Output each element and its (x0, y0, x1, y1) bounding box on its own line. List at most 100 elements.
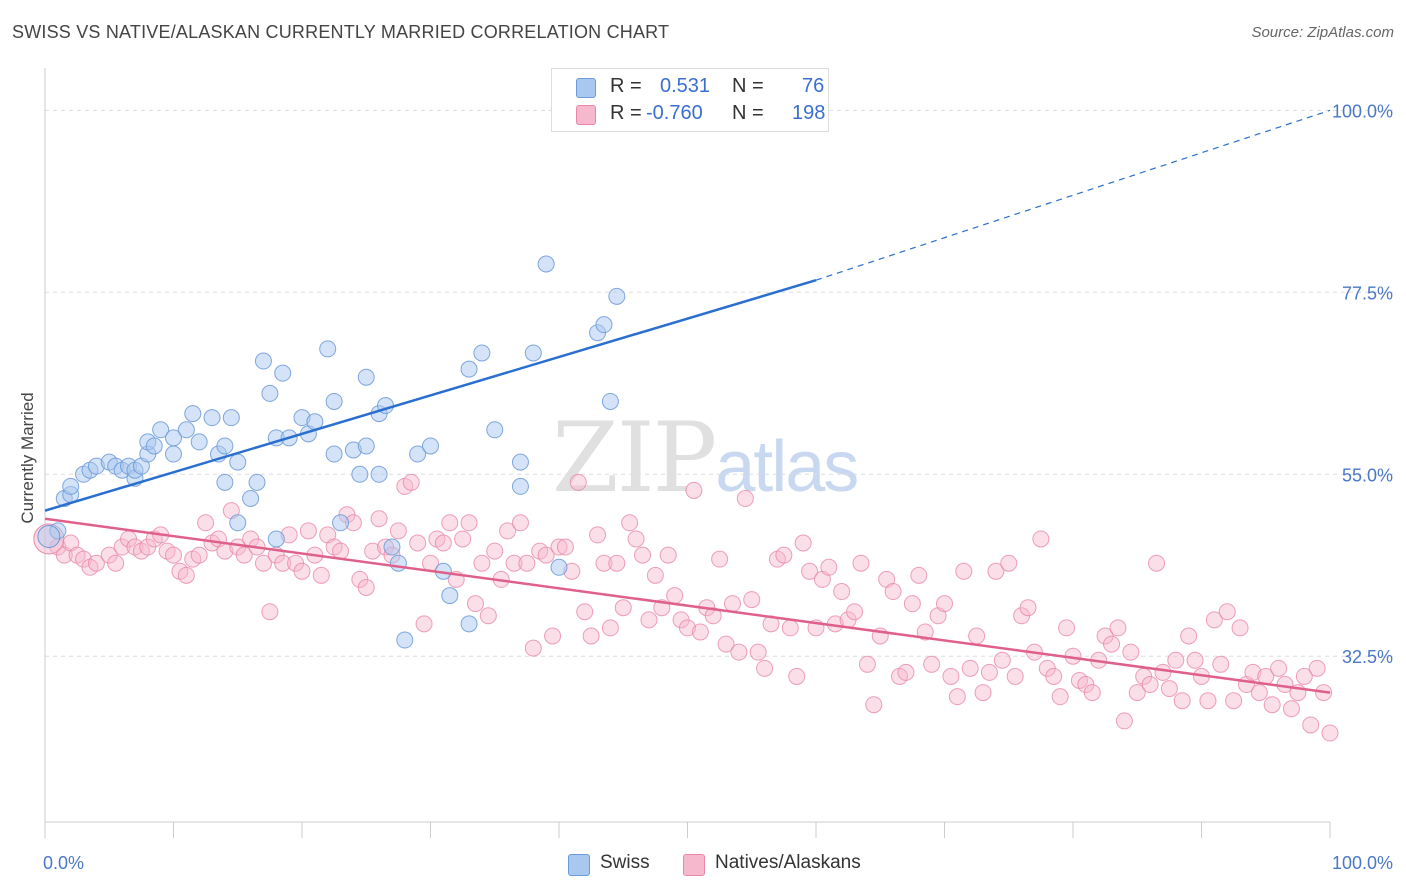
native-point (801, 562, 819, 580)
native-point (1186, 651, 1204, 669)
y-axis-label: Currently Married (18, 392, 37, 523)
native-point (1128, 684, 1146, 702)
native-point (968, 627, 986, 645)
swiss-point (165, 445, 182, 463)
native-point (1321, 724, 1339, 742)
legend-n-label: N = (732, 102, 764, 124)
native-point (1122, 643, 1140, 661)
swiss-point (165, 429, 182, 447)
native-point (1148, 554, 1166, 572)
legend-r-label: R = (610, 102, 642, 124)
native-point (1160, 680, 1178, 698)
native-point (1115, 712, 1133, 730)
native-point (794, 534, 812, 552)
native-point (595, 554, 613, 572)
swiss-point (319, 340, 337, 358)
native-point (165, 546, 182, 564)
swiss-point (524, 344, 542, 362)
native-point (409, 534, 427, 552)
swiss-point (357, 437, 375, 455)
swiss-point (229, 453, 247, 471)
native-point (1083, 684, 1101, 702)
native-point (556, 538, 574, 556)
native-point (634, 546, 652, 564)
swiss-trend-extension (815, 109, 1331, 281)
native-point (261, 603, 279, 621)
native-point (1006, 667, 1024, 685)
native-point (254, 554, 272, 572)
swiss-point (460, 360, 478, 378)
native-point (1282, 700, 1300, 718)
native-point (614, 599, 632, 617)
native-point (537, 546, 555, 564)
native-point (1205, 611, 1223, 629)
native-point (274, 554, 292, 572)
native-point (1141, 676, 1159, 694)
native-point (974, 684, 992, 702)
swiss-point (550, 558, 568, 576)
native-point (910, 566, 928, 584)
swiss-trend-line (44, 278, 817, 512)
native-point (454, 530, 472, 548)
swiss-point (486, 421, 504, 439)
swiss-point (332, 514, 350, 532)
swiss-point (190, 433, 208, 451)
native-point (1051, 688, 1069, 706)
native-point (730, 643, 748, 661)
native-point (1032, 530, 1050, 548)
swiss-point (62, 477, 80, 495)
swiss-point (396, 631, 414, 649)
bottom-legend-native-label: Natives/Alaskans (715, 852, 861, 873)
native-point (486, 542, 504, 560)
swiss-point (608, 287, 626, 305)
swiss-point (595, 316, 613, 334)
swiss-point (357, 368, 375, 386)
legend-n-value: 76 (802, 75, 825, 97)
native-point (743, 591, 761, 609)
y-tick-label: 77.5% (1342, 283, 1393, 303)
swiss-point (537, 255, 555, 273)
swiss-point (254, 352, 272, 370)
native-point (434, 534, 452, 552)
native-point (955, 562, 973, 580)
native-point (1103, 635, 1121, 653)
swiss-point (351, 465, 369, 483)
swiss-point (267, 530, 285, 548)
y-tick-label: 32.5% (1342, 647, 1393, 667)
native-point (479, 607, 497, 625)
native-point (659, 546, 677, 564)
native-points (33, 473, 1339, 742)
trend-lines (44, 109, 1331, 694)
swiss-point (229, 514, 247, 532)
native-point (704, 607, 722, 625)
x-tick-label: 100.0% (1332, 853, 1393, 873)
native-point (980, 663, 998, 681)
native-swatch (576, 105, 596, 125)
native-point (640, 611, 658, 629)
legend: R = 0.531 N = 76 R = -0.760 N = 198 (551, 68, 829, 132)
swiss-point (216, 437, 234, 455)
swiss-point (422, 437, 439, 455)
native-point (717, 635, 735, 653)
native-point (357, 578, 375, 596)
native-point (621, 514, 639, 532)
legend-r-value: -0.760 (646, 102, 703, 124)
native-point (1231, 619, 1249, 637)
swiss-point (460, 615, 478, 633)
legend-n-value: 198 (792, 102, 826, 124)
swiss-point (325, 392, 343, 410)
watermark-zip: ZIP (552, 402, 717, 514)
native-point (601, 619, 619, 637)
native-point (389, 522, 407, 540)
native-point (441, 514, 459, 532)
native-point (627, 530, 645, 548)
native-point (582, 627, 600, 645)
native-point (1250, 684, 1268, 702)
chart-title: SWISS VS NATIVE/ALASKAN CURRENTLY MARRIE… (12, 22, 670, 42)
native-point (544, 627, 562, 645)
native-point (846, 603, 864, 621)
legend-n-label: N = (732, 75, 764, 97)
native-point (788, 667, 806, 685)
native-point (1225, 692, 1243, 710)
native-point (1295, 667, 1313, 685)
